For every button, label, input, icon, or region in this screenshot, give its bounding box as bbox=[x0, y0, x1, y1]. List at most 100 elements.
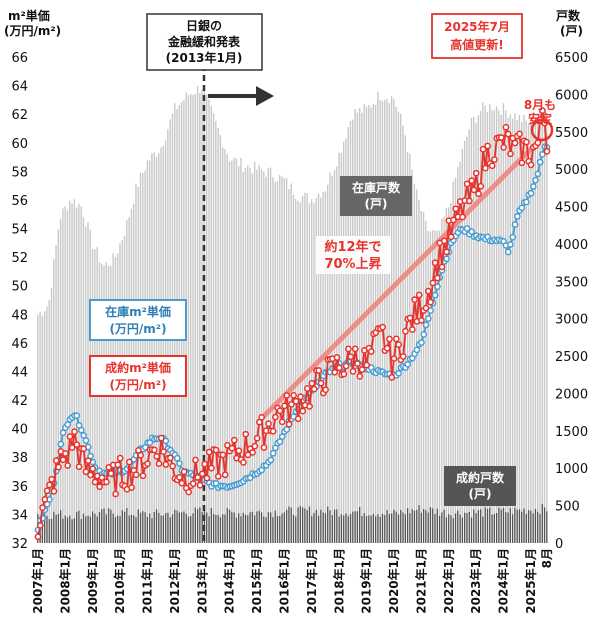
stock-count-bar bbox=[523, 115, 525, 543]
sold-price-point bbox=[112, 490, 119, 498]
sold-count-bar bbox=[400, 510, 402, 543]
sold-count-bar bbox=[160, 515, 162, 543]
sold-count-bar bbox=[333, 509, 336, 543]
sold-count-bar bbox=[301, 507, 304, 543]
stock-count-bar bbox=[402, 125, 404, 544]
sold-price-point bbox=[75, 463, 83, 471]
sold-count-bar bbox=[73, 518, 76, 543]
sold-price-point bbox=[331, 368, 339, 376]
sold-count-bar bbox=[347, 516, 349, 543]
stock-count-bar bbox=[397, 111, 400, 543]
stock-count-bar bbox=[427, 231, 429, 544]
stock-count-bar bbox=[69, 200, 71, 543]
sold-count-bar bbox=[381, 513, 384, 543]
sold-count-bar bbox=[254, 515, 256, 543]
sold-price-point bbox=[212, 446, 220, 454]
stock-count-bar bbox=[463, 140, 466, 543]
stock-price-point bbox=[422, 321, 430, 329]
sold-price-point bbox=[335, 364, 343, 372]
sold-count-bar bbox=[98, 512, 101, 543]
stock-price-point bbox=[162, 437, 170, 445]
sold-price-point bbox=[185, 488, 192, 496]
stock-count-bar bbox=[276, 181, 279, 543]
sold-count-bar bbox=[509, 507, 511, 543]
sold-price-point bbox=[491, 156, 498, 163]
sold-price-point bbox=[322, 386, 329, 394]
right-axis-ticks: 0 500 1000 1500 2000 2500 3000 3500 4000 4500 5000… bbox=[555, 51, 588, 552]
sold-count-bar bbox=[215, 514, 217, 543]
sold-price-label-box bbox=[89, 355, 187, 397]
sold-price-point bbox=[224, 441, 231, 449]
sold-count-bars bbox=[37, 503, 548, 543]
stock-count-bar bbox=[379, 99, 381, 544]
stock-count-bar bbox=[116, 253, 119, 543]
stock-count-bar bbox=[468, 129, 470, 543]
sold-count-bar bbox=[46, 515, 48, 543]
sold-count-bar bbox=[457, 510, 459, 543]
sold-price-point bbox=[523, 138, 530, 146]
sold-price-point bbox=[395, 341, 402, 348]
sold-count-bar bbox=[78, 510, 80, 543]
stock-price-point bbox=[283, 426, 291, 433]
sold-price-point bbox=[482, 164, 489, 172]
stock-price-point bbox=[267, 456, 275, 464]
sold-price-point bbox=[379, 323, 387, 331]
sold-count-bar bbox=[327, 506, 329, 543]
stock-count-bar bbox=[82, 217, 85, 543]
stock-count-bar bbox=[509, 114, 511, 543]
sold-price-point bbox=[488, 162, 496, 170]
x-axis-ticks: 2007年1月 2008年1月 2009年1月 2010年1月 2011年1月 2012年… bbox=[30, 548, 554, 614]
sold-count-bar bbox=[445, 517, 448, 543]
stock-count-bar bbox=[274, 181, 276, 543]
stock-count-bar bbox=[39, 311, 41, 543]
sold-price-point bbox=[178, 479, 186, 487]
stock-count-bar bbox=[233, 157, 235, 543]
stock-count-bar bbox=[495, 106, 498, 543]
sold-price-point bbox=[208, 464, 215, 472]
sold-count-bar bbox=[206, 512, 208, 543]
sold-price-point bbox=[411, 296, 418, 303]
stock-count-bar bbox=[484, 105, 486, 543]
sold-count-bar bbox=[233, 512, 235, 543]
sold-price-point bbox=[278, 418, 286, 426]
stock-count-bar bbox=[459, 161, 461, 543]
right-tick-label: 5500 bbox=[555, 126, 588, 141]
stock-count-bar bbox=[381, 100, 384, 543]
stock-count-bar bbox=[290, 183, 292, 543]
sold-price-point bbox=[539, 107, 546, 114]
sold-count-bar bbox=[450, 515, 452, 543]
stock-count-bar bbox=[237, 166, 240, 544]
sold-count-bar bbox=[404, 514, 406, 543]
stock-count-bar bbox=[258, 164, 260, 543]
stock-count-bar bbox=[46, 306, 48, 543]
sold-count-bar bbox=[368, 515, 370, 543]
sold-count-bar bbox=[123, 511, 126, 543]
boj-annotation-line3: (2013年1月) bbox=[166, 50, 243, 65]
stock-count-bar bbox=[48, 300, 50, 543]
sold-price-point bbox=[240, 458, 247, 466]
sold-price-point bbox=[306, 403, 313, 410]
stock-count-bar bbox=[187, 95, 190, 543]
stock-count-bar bbox=[436, 230, 438, 543]
sold-price-point bbox=[315, 367, 323, 374]
sold-price-point bbox=[408, 326, 416, 333]
sold-count-bar bbox=[541, 503, 543, 543]
sold-price-point bbox=[36, 522, 44, 529]
x-tick-label: 2017年1月 bbox=[304, 548, 319, 614]
sold-price-point bbox=[235, 447, 243, 455]
sold-price-point bbox=[194, 473, 202, 481]
stock-count-bar bbox=[443, 217, 445, 543]
sold-count-bar bbox=[117, 515, 119, 543]
rise-annotation-line1: 約12年で bbox=[324, 239, 381, 255]
sold-price-point bbox=[269, 427, 277, 435]
stock-count-bar bbox=[288, 188, 290, 543]
stock-price-point bbox=[420, 331, 428, 338]
sold-price-point bbox=[363, 361, 371, 369]
sold-count-bar bbox=[158, 512, 160, 543]
sold-count-bar bbox=[183, 511, 185, 543]
sold-count-bar bbox=[320, 509, 322, 543]
left-tick-label: 46 bbox=[11, 337, 28, 352]
sold-price-point bbox=[504, 130, 512, 138]
sold-count-bar bbox=[388, 513, 391, 543]
x-tick-label: 2010年1月 bbox=[112, 548, 127, 614]
